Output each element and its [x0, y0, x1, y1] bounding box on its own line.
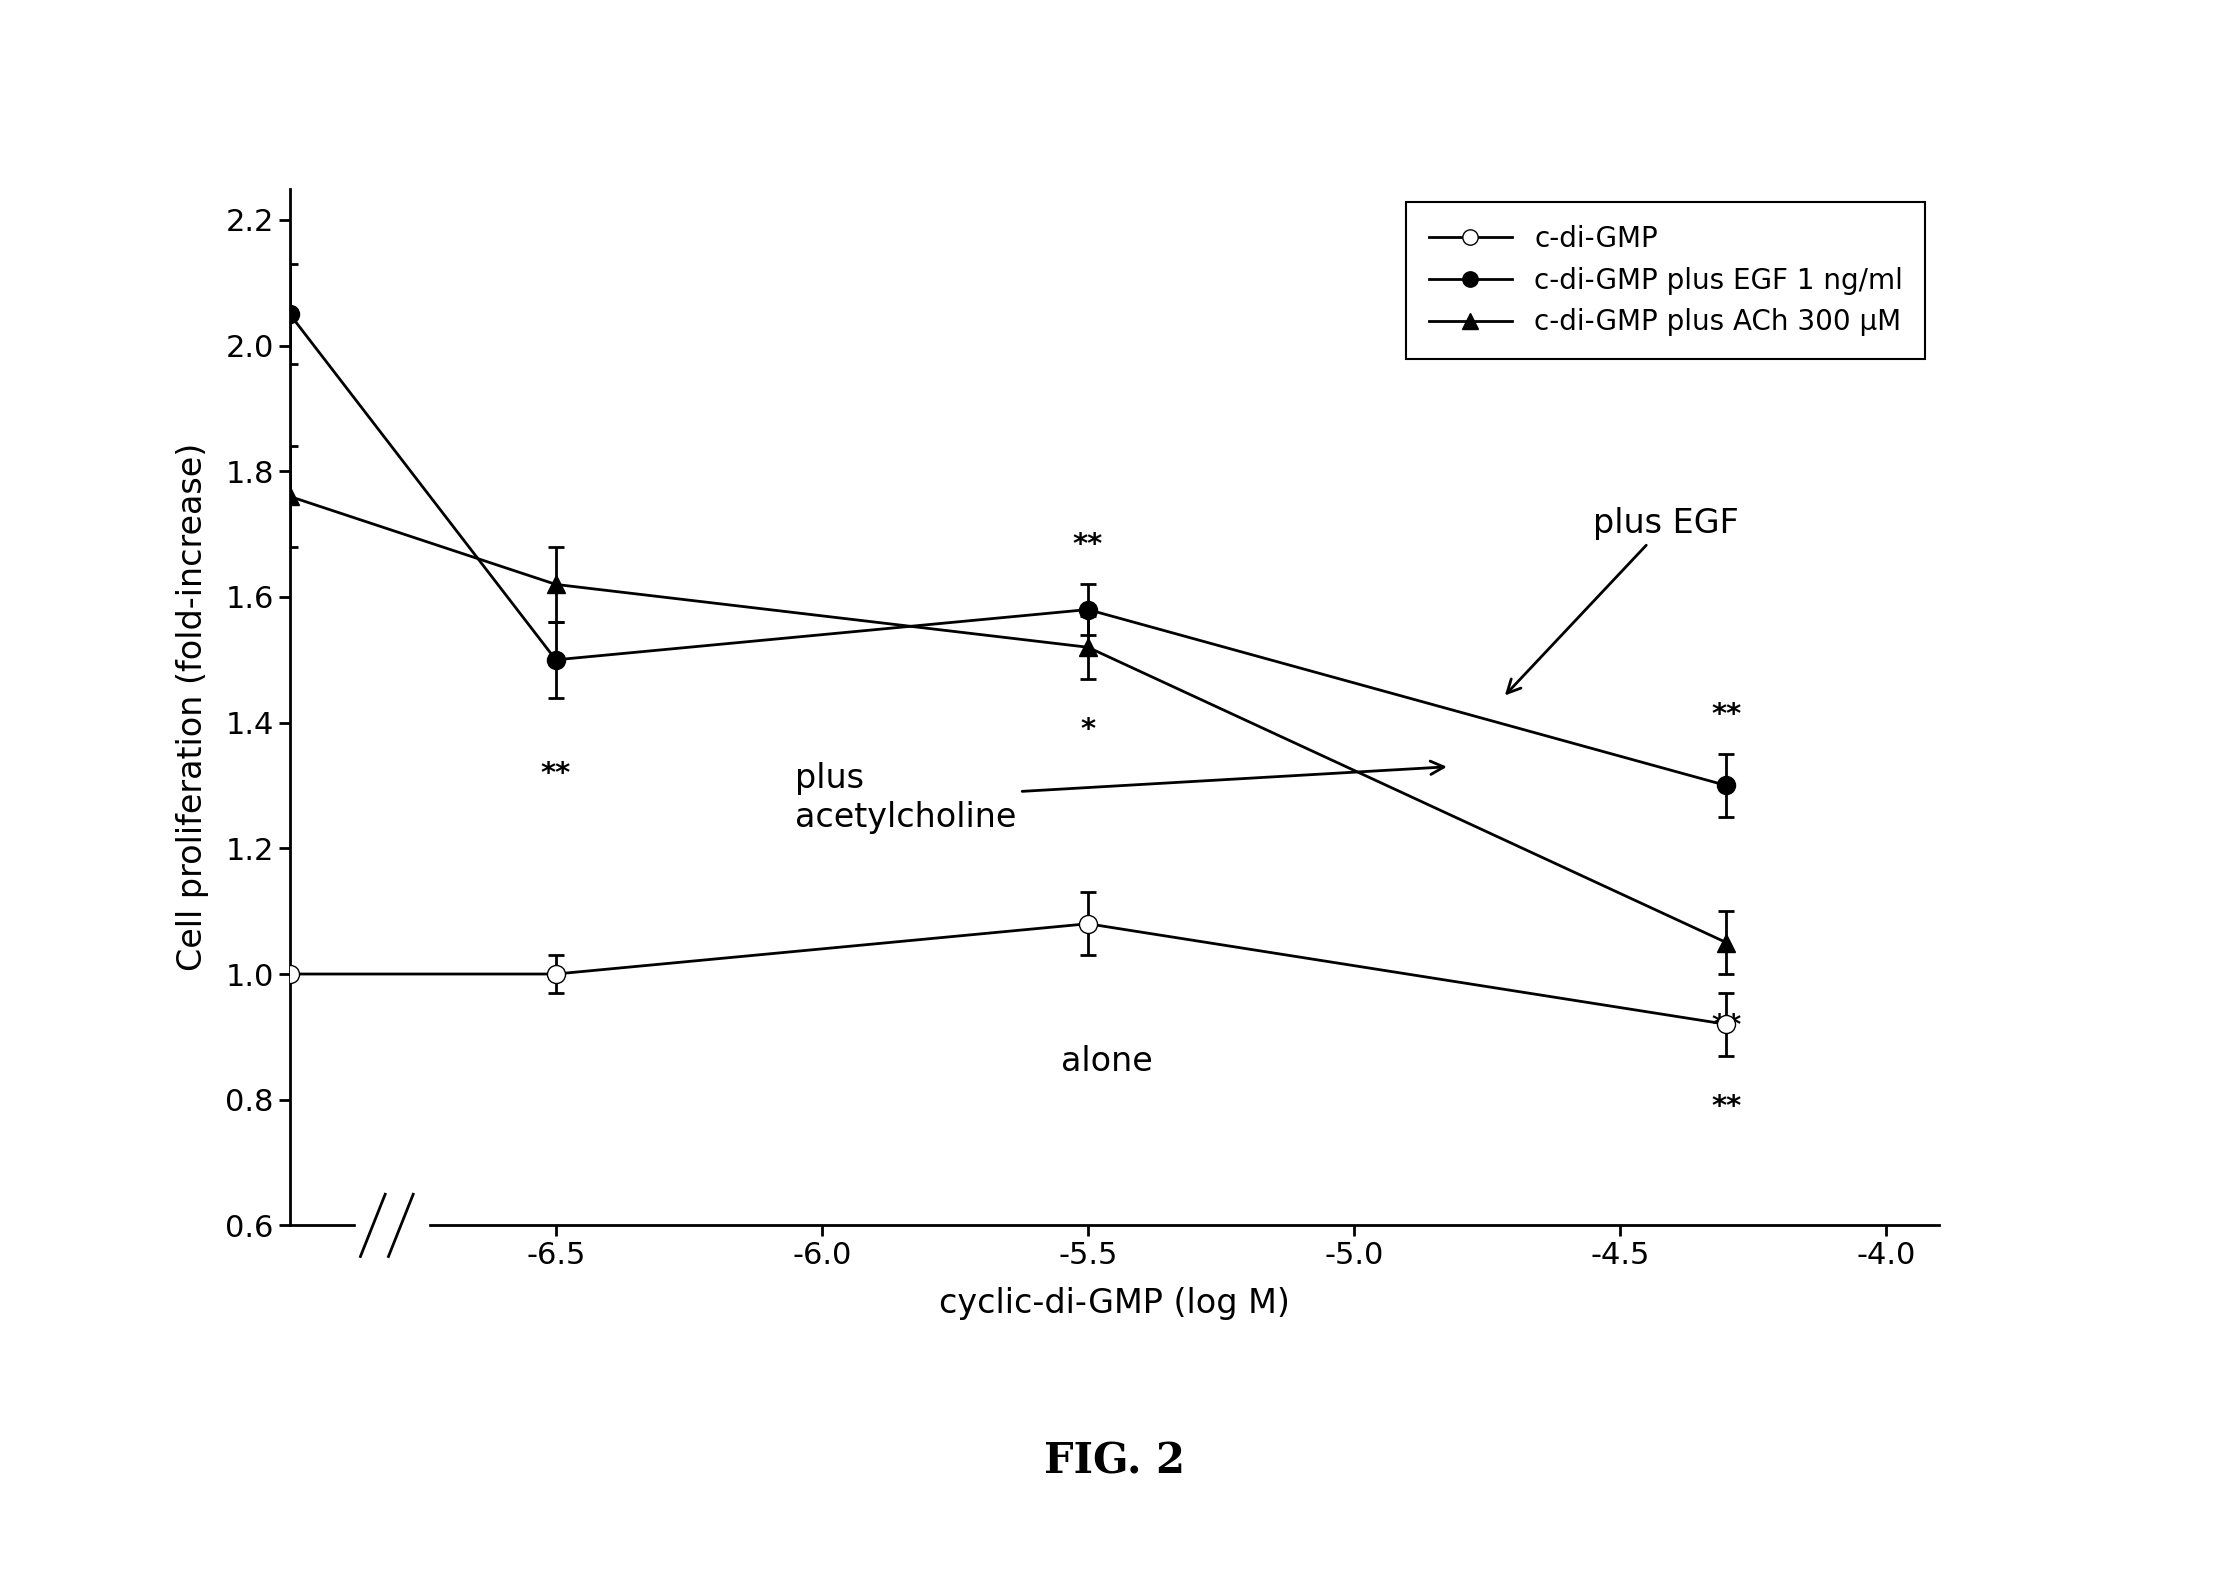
Text: FIG. 2: FIG. 2: [1043, 1441, 1186, 1481]
Text: **: **: [542, 760, 571, 789]
Text: plus EGF: plus EGF: [1507, 507, 1739, 693]
Y-axis label: Cell proliferation (fold-increase): Cell proliferation (fold-increase): [176, 443, 210, 971]
Text: **: **: [1712, 1093, 1741, 1122]
Legend: c-di-GMP, c-di-GMP plus EGF 1 ng/ml, c-di-GMP plus ACh 300 μM: c-di-GMP, c-di-GMP plus EGF 1 ng/ml, c-d…: [1406, 203, 1926, 358]
Text: **: **: [1712, 701, 1741, 729]
Text: **: **: [1712, 1012, 1741, 1040]
Text: plus
acetylcholine: plus acetylcholine: [796, 760, 1444, 834]
Text: **: **: [1072, 531, 1103, 559]
Text: *: *: [1081, 716, 1094, 745]
X-axis label: cyclic-di-GMP (log M): cyclic-di-GMP (log M): [938, 1287, 1291, 1320]
Text: alone: alone: [1061, 1045, 1152, 1079]
